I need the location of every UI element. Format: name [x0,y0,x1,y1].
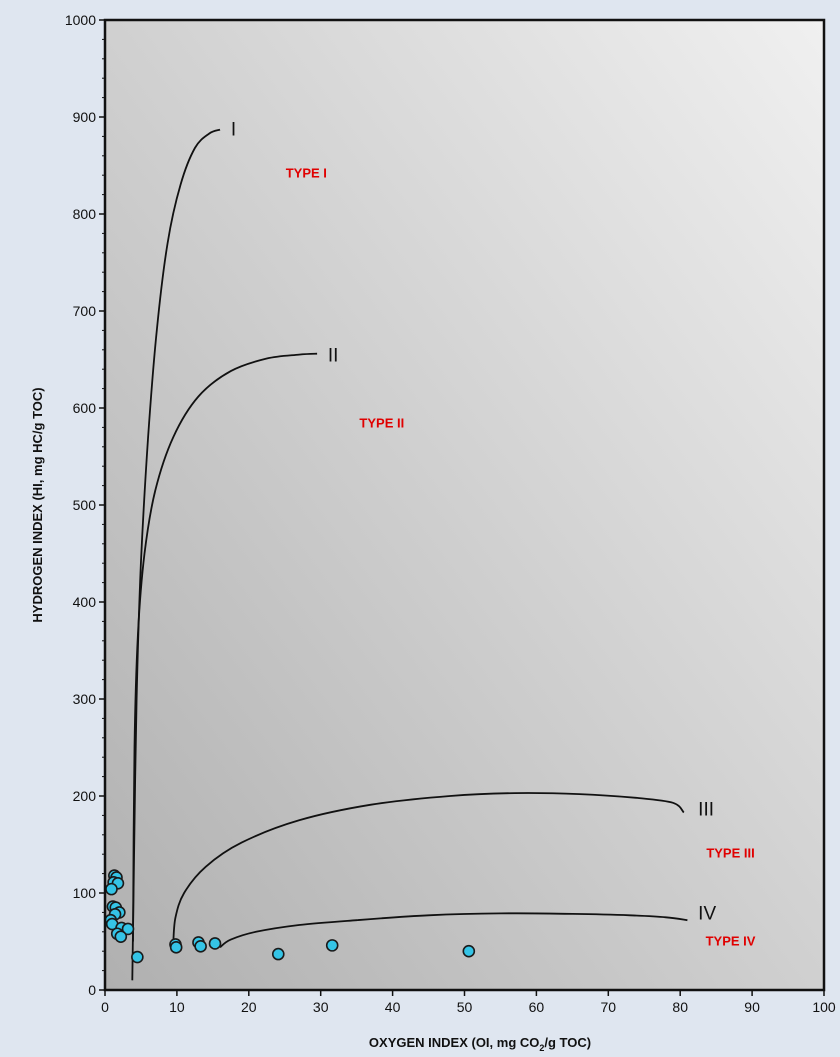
ticks-layer: 0 100 200 300 400 500 600 700 800 900 1000 0 10 20 30 4… [65,12,836,1015]
data-point [271,947,285,961]
data-point [208,937,222,950]
type-annotation: TYPE I [286,165,327,180]
y-tick-label: 900 [73,109,97,125]
x-tick-label: 40 [385,999,401,1015]
data-point [105,882,118,896]
y-tick-label: 700 [73,303,97,319]
y-tick-label: 300 [73,691,97,707]
y-tick-label: 400 [73,594,97,610]
data-point [121,922,135,936]
points-layer [104,869,476,964]
x-axis-label: OXYGEN INDEX (OI, mg CO2/g TOC) [369,1035,591,1053]
y-tick-label: 600 [73,400,97,416]
x-tick-label: 50 [457,999,473,1015]
x-tick-label: 70 [601,999,617,1015]
data-point [114,930,128,943]
data-point [462,944,476,958]
type-annotation: TYPE III [706,845,754,860]
y-tick-label: 800 [73,206,97,222]
data-point [131,950,144,964]
annotations-layer: TYPE I TYPE II TYPE III TYPE IV [286,165,756,948]
y-tick-label: 100 [73,885,97,901]
data-point [325,939,339,952]
evolution-curve-2 [132,352,318,942]
x-tick-label: 100 [812,999,836,1015]
y-tick-label: 0 [88,982,96,998]
data-point [194,940,207,953]
y-tick-label: 1000 [65,12,96,28]
plot-background [105,20,824,990]
y-tick-label: 200 [73,788,97,804]
x-axis-label-main: OXYGEN INDEX (OI, mg CO [369,1035,539,1050]
x-tick-label: 10 [169,999,185,1015]
x-tick-label: 20 [241,999,257,1015]
x-tick-label: 0 [101,999,109,1015]
x-tick-label: 80 [672,999,688,1015]
type-annotation: TYPE IV [706,934,756,949]
y-tick-label: 500 [73,497,97,513]
curve-label: II [328,346,339,367]
curve-label: IV [698,903,716,924]
x-axis-label-subscript: 2 [539,1043,544,1053]
evolution-curve-3 [172,792,685,942]
evolution-curve-4 [219,912,688,949]
y-axis-label: HYDROGEN INDEX (HI, mg HC/g TOC) [30,387,45,622]
type-annotation: TYPE II [359,416,404,431]
curve-label: III [698,800,714,821]
x-tick-label: 90 [744,999,760,1015]
x-axis-label-tail: /g TOC) [544,1035,591,1050]
data-point [169,941,183,954]
curve-label: I [231,120,236,141]
x-tick-label: 30 [313,999,329,1015]
x-tick-label: 60 [529,999,545,1015]
